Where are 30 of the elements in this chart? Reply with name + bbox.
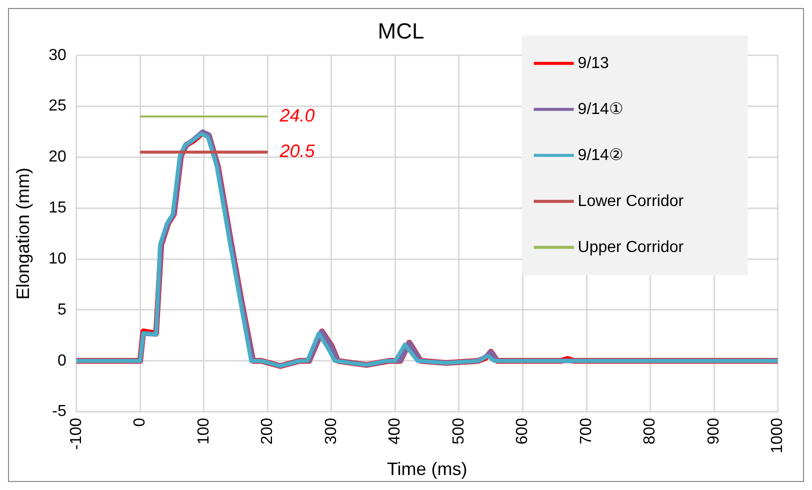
legend-label: 9/13 — [578, 54, 610, 72]
y-tick-label: 15 — [48, 200, 66, 217]
annotation: 24.0 — [278, 106, 315, 126]
y-tick-label: 30 — [48, 46, 66, 64]
chart-title: MCL — [378, 18, 424, 44]
x-axis-title: Time (ms) — [386, 459, 468, 480]
x-tick-label: 700 — [578, 418, 595, 445]
legend-label: Upper Corridor — [578, 238, 684, 256]
x-tick-label: 0 — [132, 418, 149, 427]
x-tick-label: 600 — [514, 418, 532, 445]
x-tick-label: 200 — [259, 418, 276, 445]
annotation: 20.5 — [278, 141, 316, 162]
x-tick-label: -100 — [68, 418, 85, 450]
y-tick-label: 25 — [48, 98, 66, 115]
legend-label: 9/14② — [578, 146, 623, 164]
x-tick-label: 500 — [450, 418, 468, 445]
y-tick-label: 0 — [57, 352, 66, 370]
x-tick-label: 1000 — [769, 418, 786, 454]
y-tick-label: 20 — [48, 148, 66, 166]
x-tick-label: 400 — [386, 418, 404, 445]
legend-label: Lower Corridor — [578, 192, 684, 210]
x-tick-label: 300 — [322, 418, 340, 445]
y-tick-label: -5 — [52, 403, 66, 420]
y-axis-title: Elongation (mm) — [12, 168, 33, 300]
legend-label: 9/14① — [578, 100, 623, 118]
x-tick-label: 800 — [642, 418, 659, 445]
y-tick-label: 5 — [57, 301, 66, 318]
x-tick-label: 900 — [705, 418, 722, 445]
y-tick-label: 10 — [48, 250, 66, 268]
x-tick-label: 100 — [195, 418, 212, 445]
